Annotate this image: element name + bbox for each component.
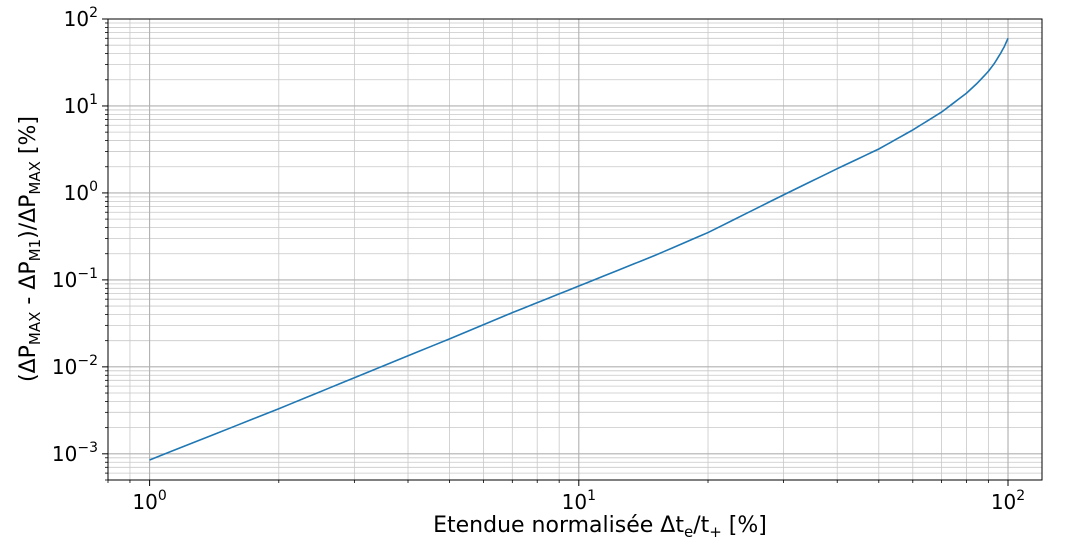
y-tick-label: 100: [64, 179, 98, 205]
plot-background: [108, 19, 1042, 480]
x-axis-ticks: 100 101 102: [107, 480, 1025, 514]
series-layer: [149, 37, 1009, 461]
y-tick-label: 102: [64, 5, 98, 31]
x-tick-label: 102: [991, 488, 1025, 514]
y-axis-title: (ΔPMAX - ΔPM1)/ΔPMAX [%]: [16, 116, 44, 382]
series-line-0: [149, 37, 1009, 461]
y-tick-label: 10−3: [52, 440, 98, 466]
y-tick-label: 10−2: [52, 353, 98, 379]
y-tick-label: 10−1: [52, 266, 98, 292]
y-tick-label: 101: [64, 92, 98, 118]
x-tick-label: 101: [562, 488, 596, 514]
y-axis-ticks: 10−3 10−2 10−1 100 101 102: [52, 5, 108, 481]
x-axis-title: Etendue normalisée Δte/t+ [%]: [433, 513, 767, 537]
minor-grid: [107, 19, 1042, 481]
plot-frame: [107, 18, 1043, 481]
x-tick-label: 100: [132, 488, 166, 514]
